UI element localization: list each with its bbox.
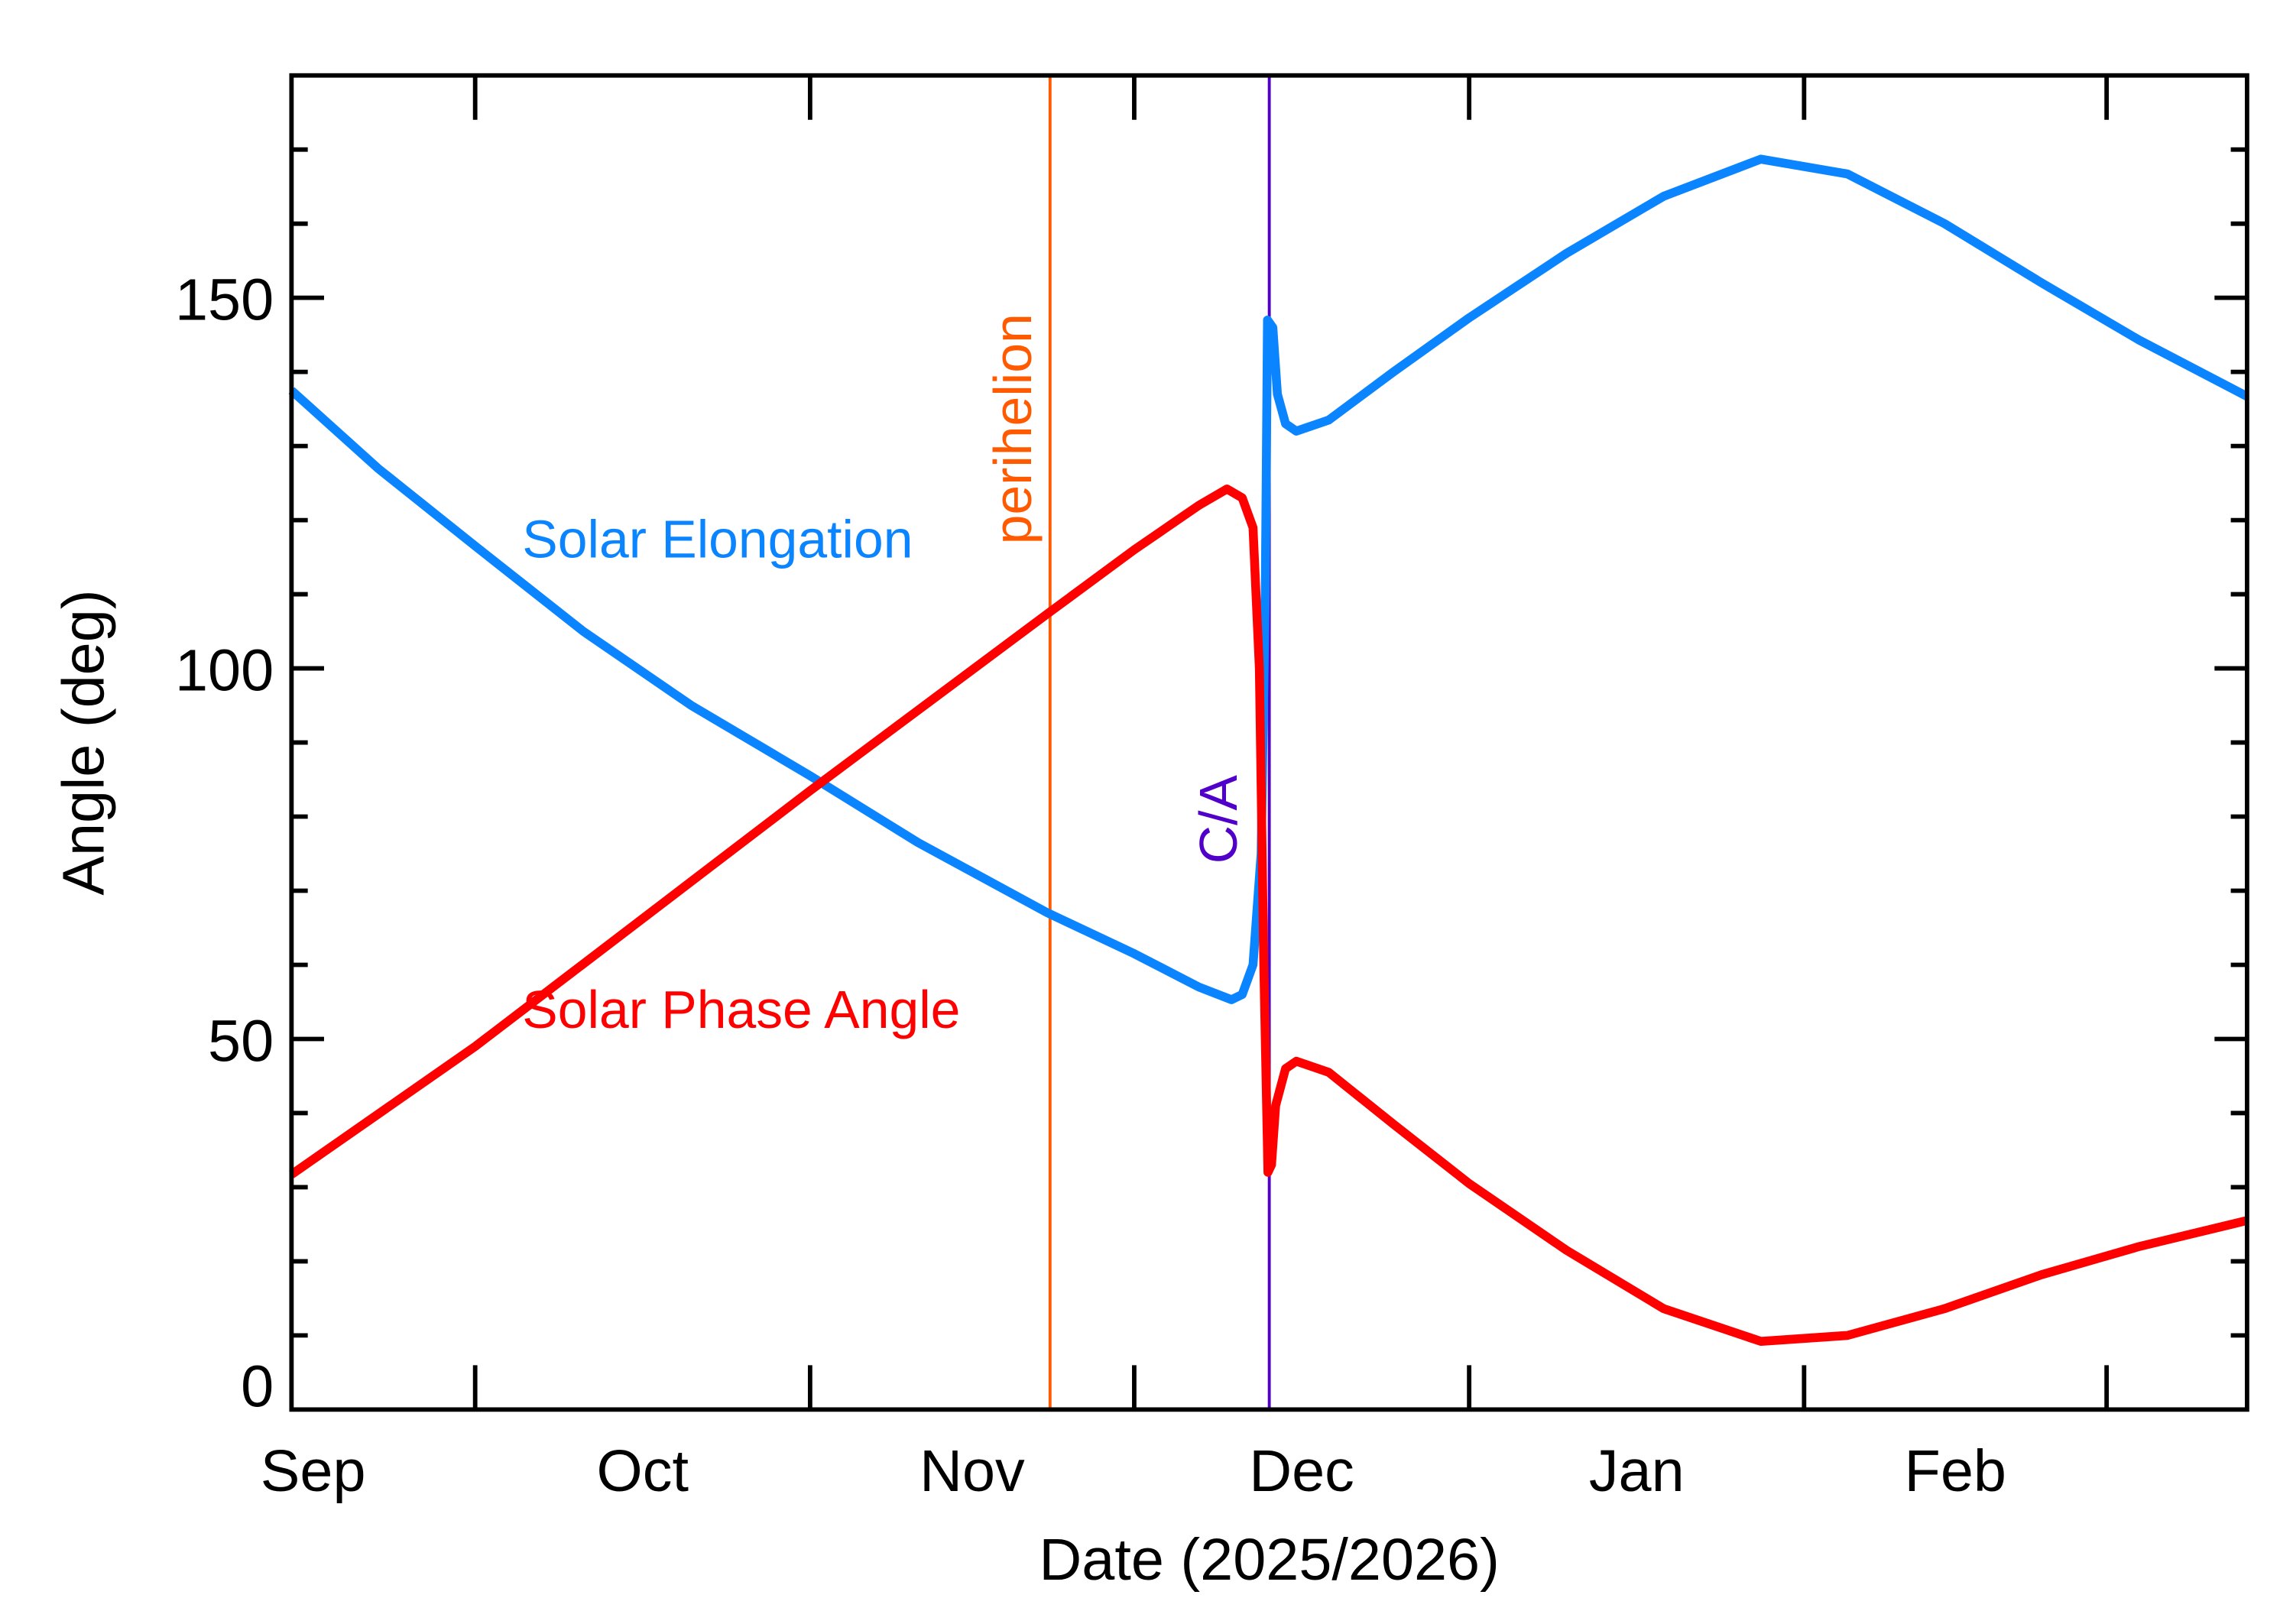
perihelion-label: perihelion	[983, 313, 1043, 544]
x-tick-label: Jan	[1589, 1438, 1685, 1504]
x-axis-label: Date (2025/2026)	[1039, 1527, 1499, 1593]
y-tick-label: 100	[175, 638, 274, 704]
y-tick-label: 150	[175, 267, 274, 333]
x-tick-label: Dec	[1249, 1438, 1354, 1504]
x-tick-labels: Sep Oct Nov Dec Jan Feb	[261, 1438, 2006, 1504]
plot-frame	[289, 73, 2249, 1412]
x-tick-label: Nov	[919, 1438, 1025, 1504]
y-axis-label: Angle (deg)	[51, 589, 117, 895]
axis-ticks	[291, 75, 2247, 1410]
series-label-phase-angle: Solar Phase Angle	[522, 980, 960, 1039]
solar-phase-angle-line	[289, 485, 2249, 1346]
y-tick-label: 50	[208, 1008, 274, 1074]
closest-approach-label: C/A	[1189, 775, 1248, 864]
solar-elongation-line	[288, 154, 2249, 1004]
event-lines	[1048, 75, 1271, 1410]
y-tick-labels: 0 50 100 150	[175, 267, 274, 1420]
x-tick-label: Oct	[597, 1438, 689, 1504]
y-tick-label: 0	[241, 1354, 274, 1420]
x-tick-label: Feb	[1905, 1438, 2006, 1504]
series-group	[288, 154, 2249, 1346]
x-tick-label: Sep	[261, 1438, 366, 1504]
series-label-elongation: Solar Elongation	[522, 510, 913, 569]
